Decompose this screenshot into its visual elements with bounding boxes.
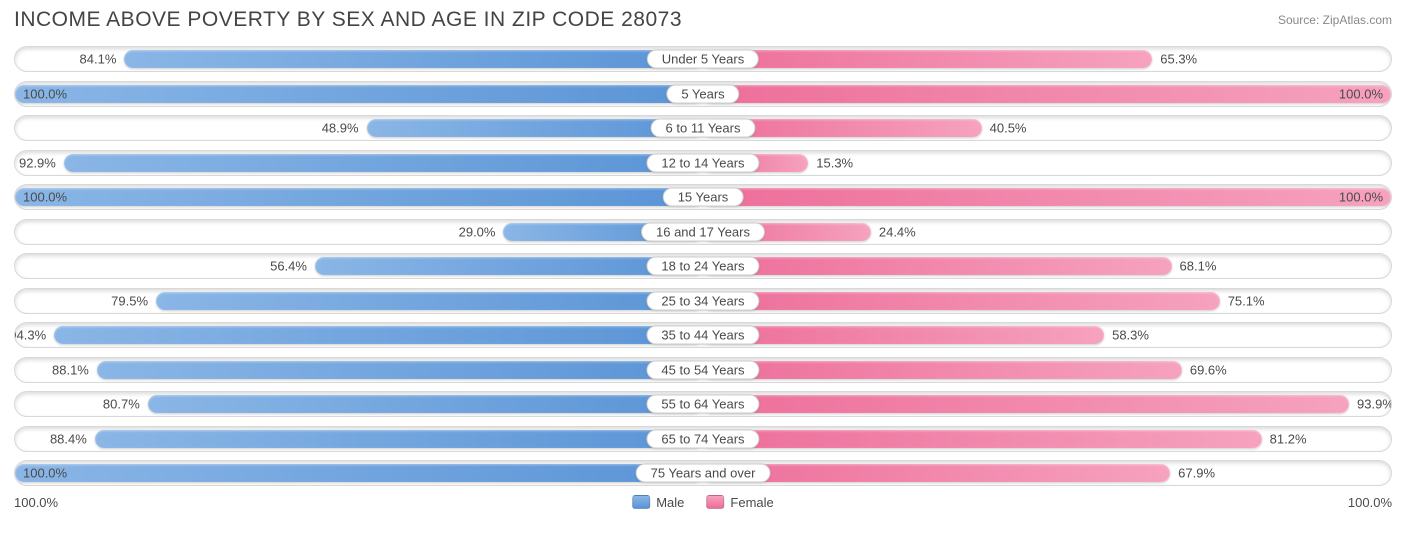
male-value-label: 94.3%: [14, 328, 46, 343]
male-bar: [15, 188, 703, 206]
source-attribution: Source: ZipAtlas.com: [1278, 13, 1392, 27]
male-value-label: 79.5%: [111, 293, 148, 308]
category-label: 5 Years: [666, 84, 739, 103]
male-bar: [315, 257, 703, 275]
female-value-label: 93.9%: [1357, 397, 1392, 412]
female-value-label: 100.0%: [1339, 86, 1383, 101]
male-bar: [95, 430, 703, 448]
male-bar: [15, 85, 703, 103]
legend-label-female: Female: [730, 495, 773, 510]
category-label: 45 to 54 Years: [646, 360, 759, 379]
male-bar: [97, 361, 703, 379]
female-bar: [703, 257, 1172, 275]
female-bar: [703, 292, 1220, 310]
male-value-label: 88.1%: [52, 362, 89, 377]
male-value-label: 92.9%: [19, 155, 56, 170]
male-bar: [15, 464, 703, 482]
category-label: 25 to 34 Years: [646, 291, 759, 310]
male-bar: [124, 50, 703, 68]
chart-row: 94.3% 58.3% 35 to 44 Years: [14, 322, 1392, 348]
chart-row: 100.0% 67.9% 75 Years and over: [14, 460, 1392, 486]
male-bar: [54, 326, 703, 344]
category-label: 16 and 17 Years: [641, 222, 765, 241]
female-bar: [703, 85, 1391, 103]
female-value-label: 67.9%: [1178, 466, 1215, 481]
male-value-label: 88.4%: [50, 431, 87, 446]
female-value-label: 40.5%: [990, 121, 1027, 136]
category-label: 35 to 44 Years: [646, 326, 759, 345]
male-bar: [64, 154, 703, 172]
legend-label-male: Male: [656, 495, 684, 510]
female-bar: [703, 188, 1391, 206]
chart-row: 29.0% 24.4% 16 and 17 Years: [14, 219, 1392, 245]
female-bar: [703, 430, 1262, 448]
female-value-label: 68.1%: [1180, 259, 1217, 274]
chart-row: 92.9% 15.3% 12 to 14 Years: [14, 150, 1392, 176]
category-label: 55 to 64 Years: [646, 395, 759, 414]
legend-item-female: Female: [706, 495, 773, 510]
category-label: Under 5 Years: [647, 50, 759, 69]
male-swatch-icon: [632, 495, 650, 509]
male-bar: [156, 292, 703, 310]
female-bar: [703, 395, 1349, 413]
male-value-label: 48.9%: [322, 121, 359, 136]
female-value-label: 58.3%: [1112, 328, 1149, 343]
female-value-label: 100.0%: [1339, 190, 1383, 205]
chart-row: 48.9% 40.5% 6 to 11 Years: [14, 115, 1392, 141]
category-label: 65 to 74 Years: [646, 429, 759, 448]
male-value-label: 100.0%: [23, 190, 67, 205]
male-value-label: 80.7%: [103, 397, 140, 412]
category-label: 12 to 14 Years: [646, 153, 759, 172]
diverging-bar-chart: 84.1% 65.3% Under 5 Years 100.0% 100.0% 5 Yea…: [14, 46, 1392, 486]
chart-row: 100.0% 100.0% 15 Years: [14, 184, 1392, 210]
category-label: 6 to 11 Years: [651, 119, 756, 138]
chart-row: 84.1% 65.3% Under 5 Years: [14, 46, 1392, 72]
male-bar: [148, 395, 703, 413]
male-value-label: 29.0%: [459, 224, 496, 239]
chart-row: 88.1% 69.6% 45 to 54 Years: [14, 357, 1392, 383]
chart-row: 56.4% 68.1% 18 to 24 Years: [14, 253, 1392, 279]
female-value-label: 69.6%: [1190, 362, 1227, 377]
chart-row: 80.7% 93.9% 55 to 64 Years: [14, 391, 1392, 417]
female-value-label: 15.3%: [816, 155, 853, 170]
female-value-label: 75.1%: [1228, 293, 1265, 308]
female-value-label: 81.2%: [1270, 431, 1307, 446]
legend: Male Female: [632, 495, 774, 510]
female-swatch-icon: [706, 495, 724, 509]
axis-max-left: 100.0%: [14, 495, 58, 510]
female-bar: [703, 50, 1152, 68]
female-bar: [703, 464, 1170, 482]
category-label: 15 Years: [663, 188, 744, 207]
male-value-label: 84.1%: [80, 52, 117, 67]
chart-title: INCOME ABOVE POVERTY BY SEX AND AGE IN Z…: [14, 8, 682, 32]
category-label: 18 to 24 Years: [646, 257, 759, 276]
male-value-label: 100.0%: [23, 86, 67, 101]
male-value-label: 100.0%: [23, 466, 67, 481]
axis-max-right: 100.0%: [1348, 495, 1392, 510]
chart-row: 88.4% 81.2% 65 to 74 Years: [14, 426, 1392, 452]
female-value-label: 24.4%: [879, 224, 916, 239]
chart-footer: 100.0% Male Female 100.0%: [14, 495, 1392, 519]
male-value-label: 56.4%: [270, 259, 307, 274]
legend-item-male: Male: [632, 495, 684, 510]
female-bar: [703, 326, 1104, 344]
category-label: 75 Years and over: [636, 464, 771, 483]
chart-row: 100.0% 100.0% 5 Years: [14, 81, 1392, 107]
female-value-label: 65.3%: [1160, 52, 1197, 67]
chart-row: 79.5% 75.1% 25 to 34 Years: [14, 288, 1392, 314]
female-bar: [703, 361, 1182, 379]
